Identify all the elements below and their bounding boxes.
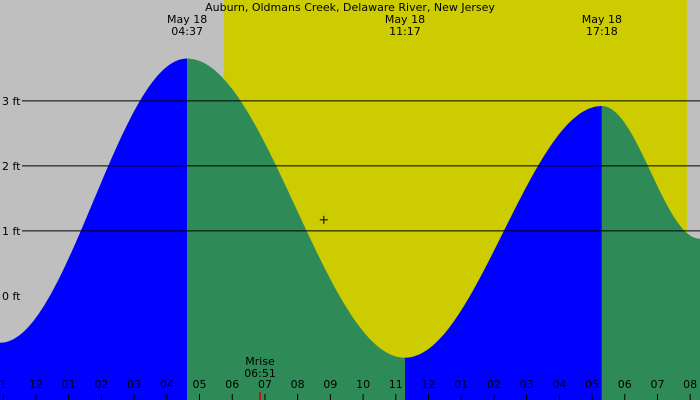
x-tick-label: 11	[389, 378, 403, 391]
y-axis-labels: 0 ft 1 ft 2 ft 3 ft	[2, 95, 21, 303]
y-tick-label: 3 ft	[2, 95, 21, 108]
falling-tide-area	[187, 58, 405, 400]
x-tick-label: 07	[258, 378, 272, 391]
x-tick-label: 04	[160, 378, 174, 391]
moonrise-time: 06:51	[244, 367, 276, 380]
x-tick-label: 05	[193, 378, 207, 391]
x-tick-label: 01	[62, 378, 76, 391]
x-tick-label: 08	[291, 378, 305, 391]
x-tick-label: 03	[520, 378, 534, 391]
event-date-label: May 18	[167, 13, 207, 26]
rising-tide-area	[404, 106, 602, 400]
x-tick-label: 05	[585, 378, 599, 391]
gridlines	[22, 100, 700, 232]
x-tick-label: 06	[618, 378, 632, 391]
y-tick-label: 0 ft	[2, 290, 21, 303]
x-tick-label: 01	[454, 378, 468, 391]
x-tick-label: 04	[552, 378, 566, 391]
chart-title: Auburn, Oldmans Creek, Delaware River, N…	[205, 1, 495, 14]
x-tick-label: 10	[356, 378, 370, 391]
x-tick-label: 07	[650, 378, 664, 391]
x-tick-label: 12	[29, 378, 43, 391]
x-tick-label: 1	[0, 378, 7, 391]
moonrise-label: Mrise	[245, 355, 275, 368]
x-tick-label: 02	[94, 378, 108, 391]
x-tick-label: 12	[422, 378, 436, 391]
y-tick-label: 2 ft	[2, 160, 21, 173]
current-level-marker	[319, 215, 328, 224]
rising-tide-area	[0, 58, 188, 400]
x-axis: 1 12 01 02 03 04 05 06 07 08 09 10 11 12 01 02 03 04 05 06 0…	[0, 378, 697, 400]
tide-areas	[0, 58, 700, 400]
x-tick-label: 03	[127, 378, 141, 391]
x-tick-label: 02	[487, 378, 501, 391]
y-tick-label: 1 ft	[2, 225, 21, 238]
x-tick-label: 06	[225, 378, 239, 391]
falling-tide-area	[601, 106, 700, 400]
x-tick-label: 08	[683, 378, 697, 391]
event-date-label: May 18	[385, 13, 425, 26]
event-time-label: 11:17	[389, 25, 421, 38]
x-tick-label: 09	[323, 378, 337, 391]
event-date-label: May 18	[582, 13, 622, 26]
event-time-label: 04:37	[171, 25, 203, 38]
event-time-label: 17:18	[586, 25, 618, 38]
